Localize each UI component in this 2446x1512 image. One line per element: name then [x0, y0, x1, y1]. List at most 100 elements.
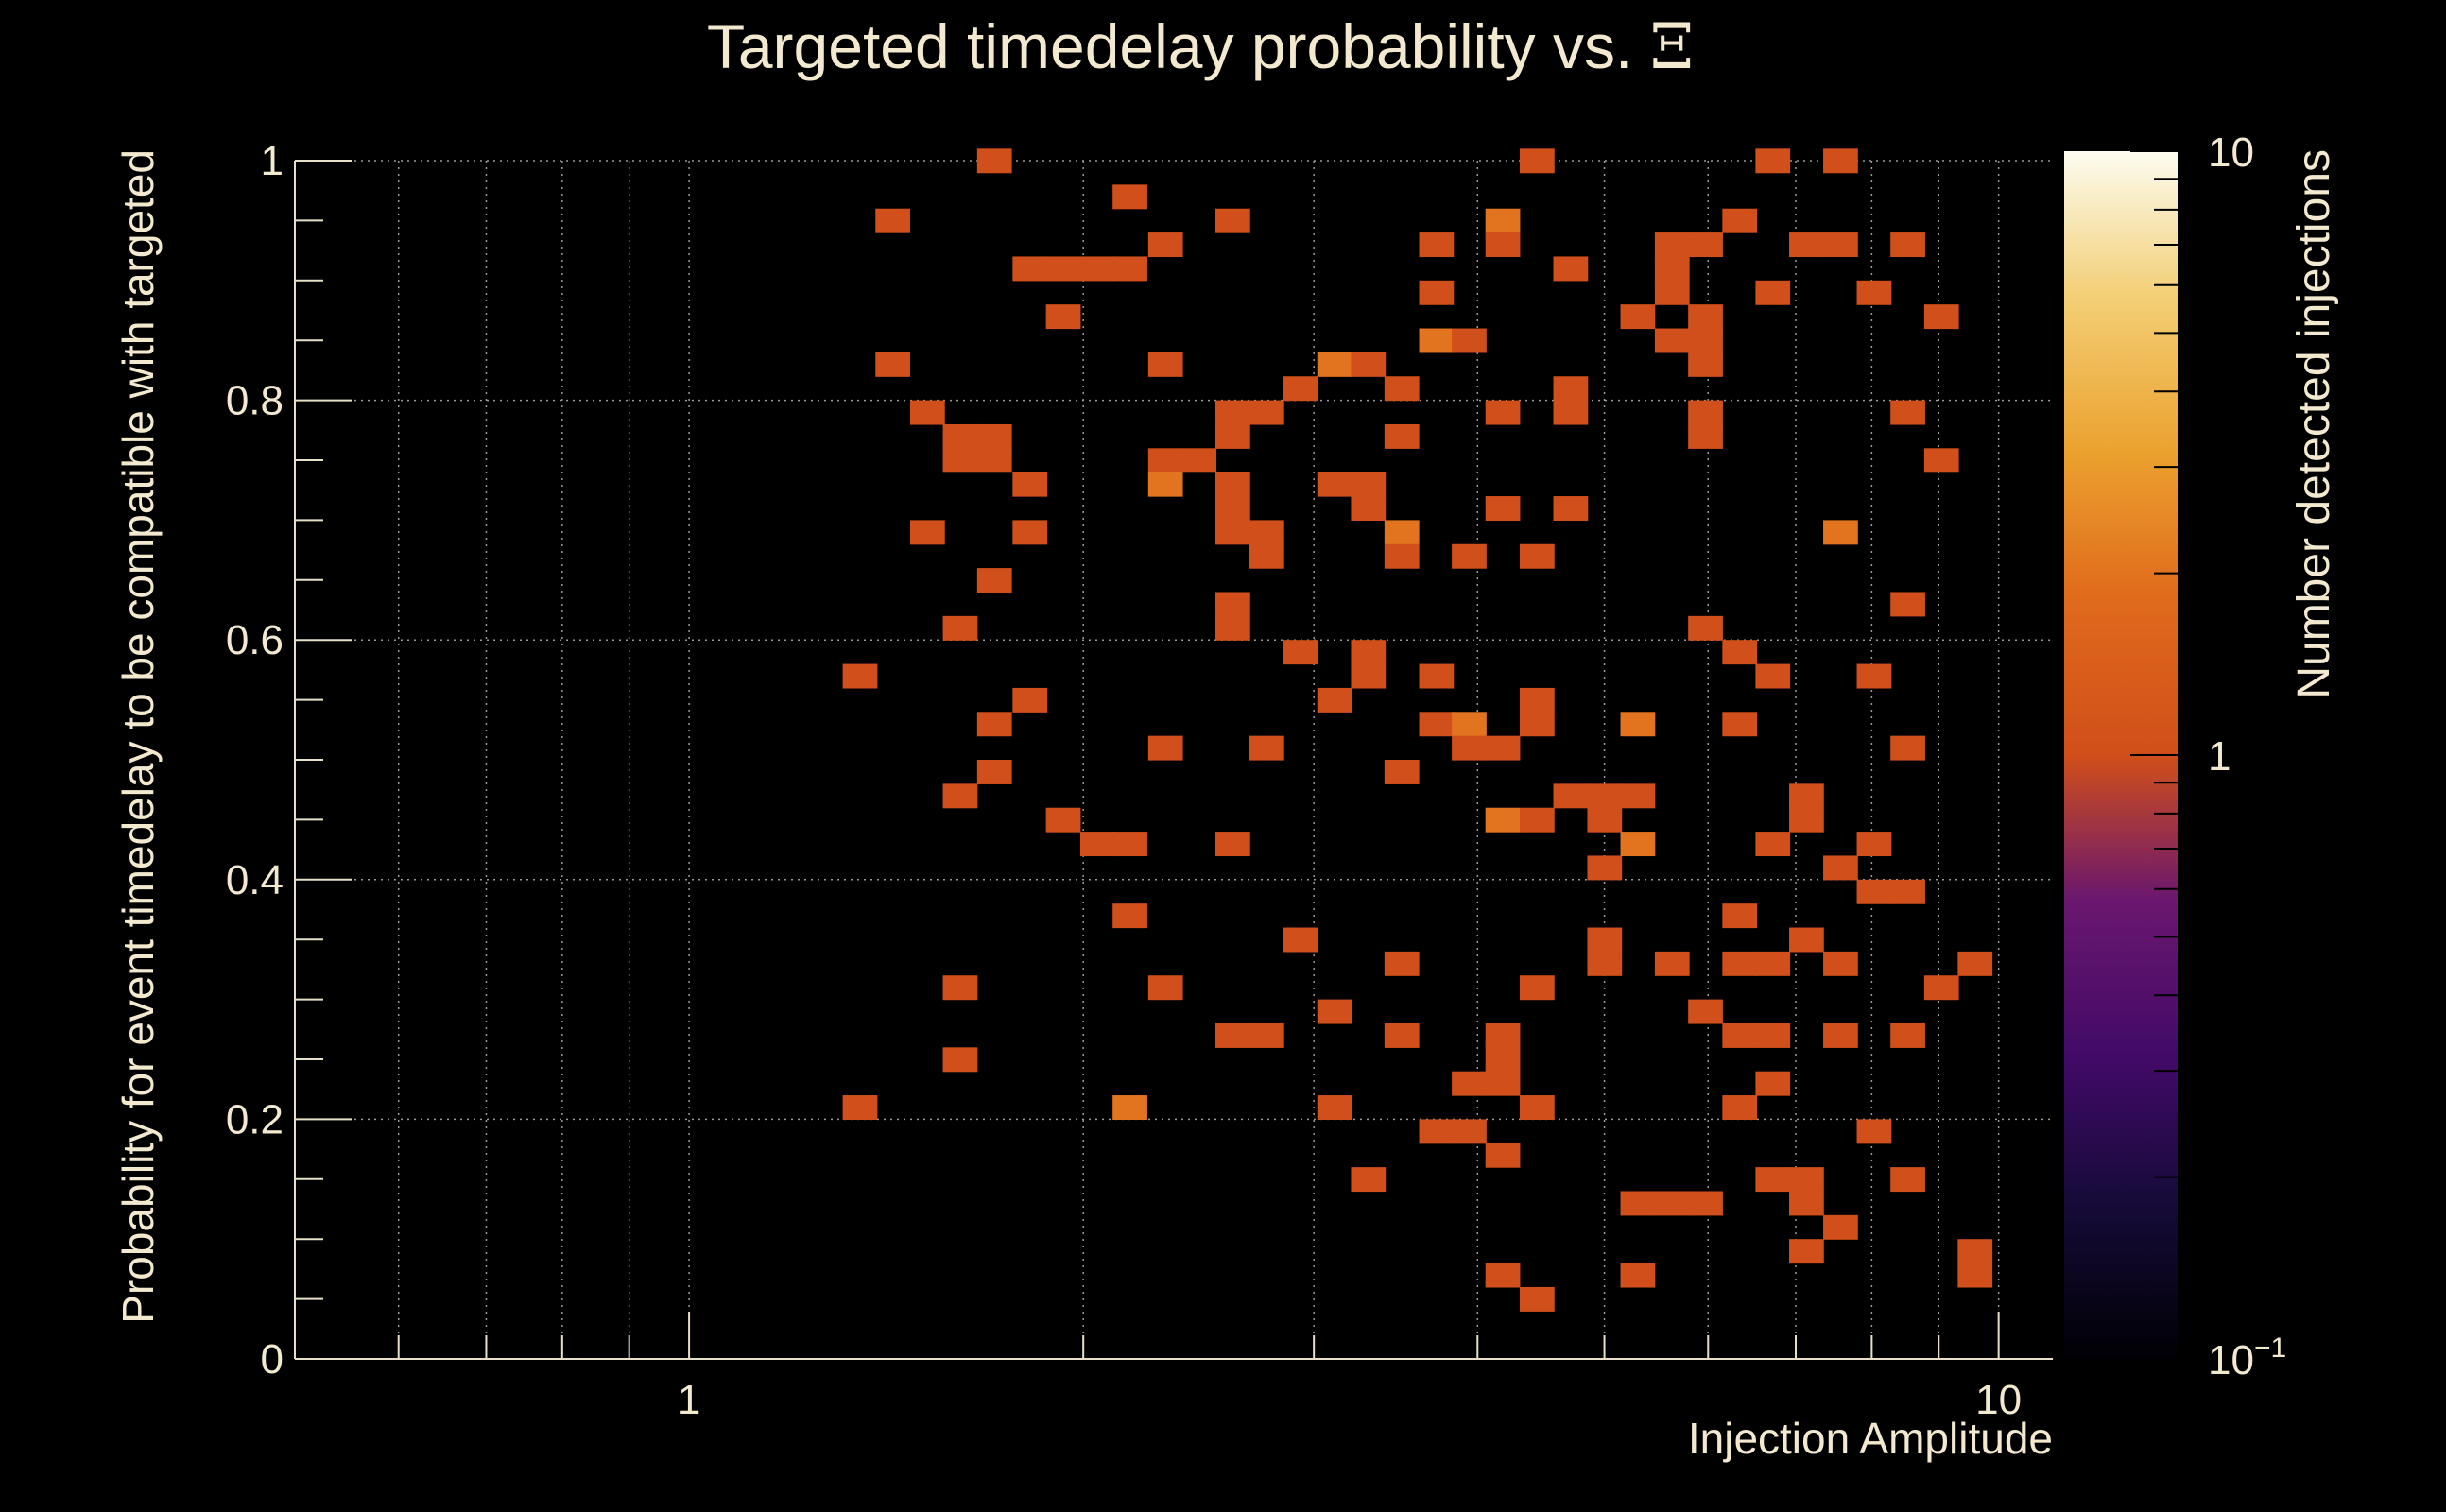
- x-tick-label: 1: [678, 1377, 700, 1423]
- heatmap-cell: [1147, 352, 1183, 377]
- heatmap-cell: [1485, 1047, 1521, 1073]
- heatmap-cell: [1620, 832, 1656, 857]
- heatmap-cell: [1890, 735, 1925, 761]
- heatmap-cell: [942, 783, 978, 809]
- heatmap-cell: [1079, 832, 1115, 857]
- heatmap-cell: [942, 1047, 978, 1073]
- heatmap-cell: [1045, 807, 1081, 833]
- heatmap-cell: [1553, 376, 1589, 402]
- heatmap-cell: [1519, 807, 1555, 833]
- heatmap-cell: [1587, 783, 1623, 809]
- heatmap-cell: [1654, 280, 1690, 305]
- y-axis-ticks: 0 0.2 0.4 0.6 0.8 1: [226, 138, 352, 1383]
- heatmap-cell: [1688, 615, 1723, 641]
- heatmap-cell: [1620, 783, 1656, 809]
- grid-lines: [294, 160, 2053, 1359]
- heatmap-cell: [1317, 1095, 1352, 1120]
- heatmap-cell: [1452, 1071, 1487, 1096]
- heatmap-cell: [1553, 256, 1589, 282]
- heatmap-cell: [1214, 208, 1250, 233]
- heatmap-cell: [1485, 807, 1521, 833]
- heatmap-cell: [1485, 496, 1521, 521]
- heatmap-cell: [1012, 256, 1048, 282]
- heatmap-cell: [1419, 663, 1455, 689]
- heatmap-cell: [1856, 832, 1892, 857]
- heatmap-cell: [1688, 232, 1723, 258]
- heatmap-cell: [1519, 975, 1555, 1001]
- heatmap-cell: [1012, 472, 1048, 497]
- heatmap-cell: [1688, 352, 1723, 377]
- heatmap-cell: [1384, 543, 1420, 569]
- y-tick-label: 1: [261, 138, 284, 184]
- heatmap-cell: [1553, 496, 1589, 521]
- heatmap-cell: [1722, 712, 1758, 737]
- y-axis-label: Probability for event timedelay to be co…: [113, 149, 163, 1324]
- heatmap-cell: [1890, 1022, 1925, 1048]
- colorbar-tick-label: 10−1: [2208, 1332, 2286, 1383]
- heatmap-cell: [1789, 1191, 1824, 1216]
- y-tick-label: 0.2: [226, 1096, 284, 1143]
- heatmap-cell: [1722, 1095, 1758, 1120]
- heatmap-cell: [1147, 975, 1183, 1001]
- heatmap-cell: [1688, 328, 1723, 353]
- heatmap-cell: [1147, 232, 1183, 258]
- heatmap-cell: [1688, 1191, 1723, 1216]
- x-axis-ticks: 1 10: [294, 1312, 2022, 1423]
- heatmap-cell: [1214, 400, 1250, 425]
- heatmap-cell: [1351, 352, 1387, 377]
- heatmap-cell: [1214, 615, 1250, 641]
- heatmap-cell: [942, 448, 978, 473]
- colorbar-ticks: 10−1 1 10: [2130, 129, 2286, 1383]
- heatmap-cell: [1923, 975, 1959, 1001]
- heatmap-cell: [1384, 520, 1420, 545]
- heatmap-cell: [1419, 280, 1455, 305]
- heatmap-cell: [1351, 1167, 1387, 1193]
- heatmap-cell: [1923, 304, 1959, 330]
- heatmap-cell: [1789, 927, 1824, 953]
- heatmap-cell: [1688, 423, 1723, 449]
- heatmap-cell: [1688, 999, 1723, 1024]
- heatmap-cell: [1351, 472, 1387, 497]
- heatmap-cell: [1722, 208, 1758, 233]
- heatmap-cell: [1249, 1022, 1284, 1048]
- y-tick-label: 0.8: [226, 378, 284, 424]
- heatmap-cell: [1452, 735, 1487, 761]
- heatmap-cell: [1654, 951, 1690, 976]
- heatmap-cell: [1485, 208, 1521, 233]
- heatmap-cell: [1823, 855, 1858, 881]
- y-tick-label: 0.6: [226, 617, 284, 663]
- heatmap-cell: [1317, 687, 1352, 713]
- heatmap-cell: [1214, 1022, 1250, 1048]
- heatmap-cell: [976, 712, 1012, 737]
- colorbar-tick-label: 1: [2208, 733, 2231, 780]
- heatmap-cell: [1317, 352, 1352, 377]
- heatmap-cell: [1519, 148, 1555, 174]
- heatmap-cell: [1485, 400, 1521, 425]
- heatmap-cell: [976, 760, 1012, 784]
- heatmap-cell: [1249, 400, 1284, 425]
- heatmap-cell: [1485, 1143, 1521, 1168]
- heatmap-cell: [1452, 328, 1487, 353]
- heatmap-cell: [1147, 448, 1183, 473]
- x-axis-label: Injection Amplitude: [1688, 1414, 2053, 1463]
- heatmap-cell: [1045, 304, 1081, 330]
- heatmap-cell: [1112, 1095, 1147, 1120]
- heatmap-cell: [1755, 663, 1791, 689]
- heatmap-cell: [1823, 1022, 1858, 1048]
- heatmap-cell: [1789, 1167, 1824, 1193]
- heatmap-cell: [1957, 951, 1993, 976]
- heatmap-cell: [1856, 879, 1892, 904]
- heatmap-cell: [1722, 903, 1758, 929]
- heatmap-cell: [976, 423, 1012, 449]
- heatmap-cell: [1452, 543, 1487, 569]
- heatmap-cell: [1283, 927, 1318, 953]
- y-tick-label: 0: [261, 1336, 284, 1383]
- heatmap-cell: [1789, 783, 1824, 809]
- heatmap-cell: [1384, 951, 1420, 976]
- heatmap-cell: [909, 520, 945, 545]
- heatmap-cell: [1351, 640, 1387, 665]
- heatmap-cell: [1249, 520, 1284, 545]
- heatmap-cell: [1654, 328, 1690, 353]
- heatmap-cell: [1789, 1239, 1824, 1264]
